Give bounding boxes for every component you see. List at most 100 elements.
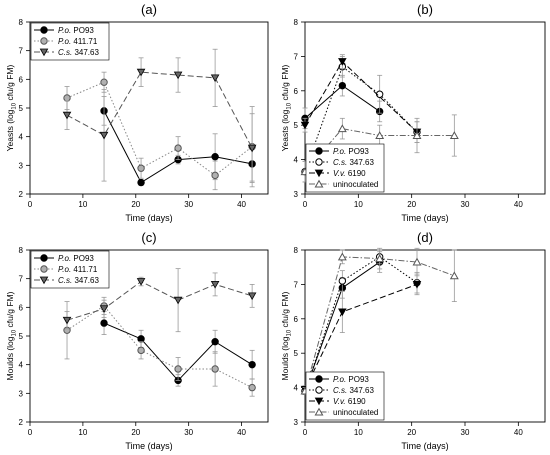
legend-label: C.s. 347.63 (58, 48, 99, 57)
x-tick-label: 30 (184, 428, 193, 437)
x-tick-label: 40 (514, 428, 523, 437)
y-tick-label: 5 (294, 121, 299, 130)
legend-label: P.o. PO93 (58, 254, 94, 263)
data-point (100, 319, 108, 327)
legend-label: uninoculated (333, 180, 378, 189)
x-tick-label: 40 (514, 200, 523, 209)
y-axis-label: Yeasts (log10 cfu/g FM) (280, 64, 293, 151)
x-tick-label: 10 (78, 200, 87, 209)
legend-swatch-marker (314, 169, 324, 178)
data-point (174, 365, 182, 373)
data-point (248, 360, 256, 369)
x-axis-label: Time (days) (125, 441, 172, 451)
y-tick-label: 7 (294, 280, 299, 289)
data-point (137, 335, 145, 343)
data-point (338, 308, 347, 317)
y-tick-label: 4 (294, 156, 299, 165)
y-tick-label: 7 (19, 275, 24, 284)
x-tick-label: 10 (354, 200, 363, 209)
panel-3: (d) 0 10 20 30 40 3 4 5 6 7 8 Time (days) Moulds (log… (280, 230, 546, 451)
data-point (337, 124, 347, 133)
data-point (338, 58, 347, 66)
data-point (62, 111, 72, 120)
data-point (99, 305, 109, 313)
data-point (63, 94, 71, 102)
x-axis-label: Time (days) (401, 213, 448, 223)
y-tick-label: 5 (19, 104, 24, 113)
x-tick-label: 40 (237, 200, 246, 209)
legend-label: P.o. PO93 (333, 375, 369, 384)
data-point (99, 131, 109, 140)
series-uninoculated (300, 114, 459, 183)
y-tick-label: 5 (19, 332, 24, 341)
plot-frame (304, 249, 546, 423)
y-tick-label: 8 (294, 18, 299, 27)
x-tick-label: 0 (303, 428, 308, 437)
data-point (375, 131, 385, 140)
legend-swatch-marker (40, 26, 48, 34)
legend-label: C.s. 347.63 (333, 386, 374, 395)
data-point (174, 144, 182, 152)
legend-label: P.o. PO93 (333, 147, 369, 156)
x-tick-label: 0 (303, 200, 308, 209)
y-tick-label: 7 (19, 47, 24, 56)
panel-1: (b) 0 10 20 30 40 3 4 5 6 7 8 Time (days) Yeasts (log… (280, 2, 546, 223)
y-tick-label: 2 (19, 190, 24, 199)
panel-label: (c) (141, 230, 156, 245)
legend-label: P.o. 411.71 (58, 265, 98, 274)
x-tick-label: 10 (78, 428, 87, 437)
data-point (62, 316, 72, 325)
legend-label: uninoculated (333, 408, 378, 417)
y-tick-label: 6 (294, 87, 299, 96)
legend: P.o. PO93 P.o. 411.71 C.s. 347.63 (30, 250, 110, 289)
legend-swatch-marker (314, 397, 324, 406)
legend-swatch-marker (40, 37, 48, 45)
data-point (337, 252, 347, 261)
y-axis-label: Moulds (log10 cfu/g FM) (5, 291, 18, 380)
data-point (412, 131, 422, 140)
series-line (66, 71, 253, 149)
data-point (210, 280, 220, 289)
legend-label: V.v. 6190 (333, 397, 366, 406)
x-axis-label: Time (days) (401, 441, 448, 451)
data-point (211, 153, 219, 161)
series-c-s-347-63 (62, 268, 257, 333)
data-point (100, 78, 108, 86)
y-axis-label: Moulds (log10 cfu/g FM) (280, 291, 293, 380)
series-line (66, 81, 253, 176)
y-tick-label: 6 (19, 75, 24, 84)
data-point (136, 68, 146, 77)
legend-swatch-marker (39, 276, 49, 285)
x-tick-label: 30 (461, 200, 470, 209)
series-line (304, 60, 418, 133)
y-tick-label: 4 (19, 133, 24, 142)
y-tick-label: 3 (294, 418, 299, 427)
data-point (137, 346, 145, 355)
y-tick-label: 2 (19, 418, 24, 427)
legend-label: P.o. PO93 (58, 26, 94, 35)
legend-label: C.s. 347.63 (58, 276, 99, 285)
y-tick-label: 6 (294, 315, 299, 324)
data-point (449, 131, 459, 140)
data-point (247, 292, 257, 301)
data-point (412, 257, 422, 266)
legend-swatch-marker (40, 265, 48, 273)
data-point (211, 338, 219, 346)
legend-swatch-marker (315, 147, 323, 155)
y-tick-label: 8 (19, 18, 24, 27)
y-tick-label: 3 (294, 190, 299, 199)
x-tick-label: 20 (131, 200, 140, 209)
data-point (247, 144, 257, 153)
series-p-o-411-71 (63, 296, 256, 397)
panel-label: (a) (141, 2, 157, 17)
data-point (173, 71, 183, 80)
x-tick-label: 0 (28, 200, 33, 209)
x-tick-label: 40 (237, 428, 246, 437)
legend-label: C.s. 347.63 (333, 158, 374, 167)
x-axis-label: Time (days) (125, 213, 172, 223)
series-line (66, 280, 253, 321)
panel-0: (a) 0 10 20 30 40 2 3 4 5 6 7 8 Time (days) Yeasts (lo… (5, 2, 269, 223)
x-tick-label: 0 (28, 428, 33, 437)
legend: P.o. PO93 C.s. 347.63 V.v. 6190 uninoculate… (305, 143, 385, 193)
